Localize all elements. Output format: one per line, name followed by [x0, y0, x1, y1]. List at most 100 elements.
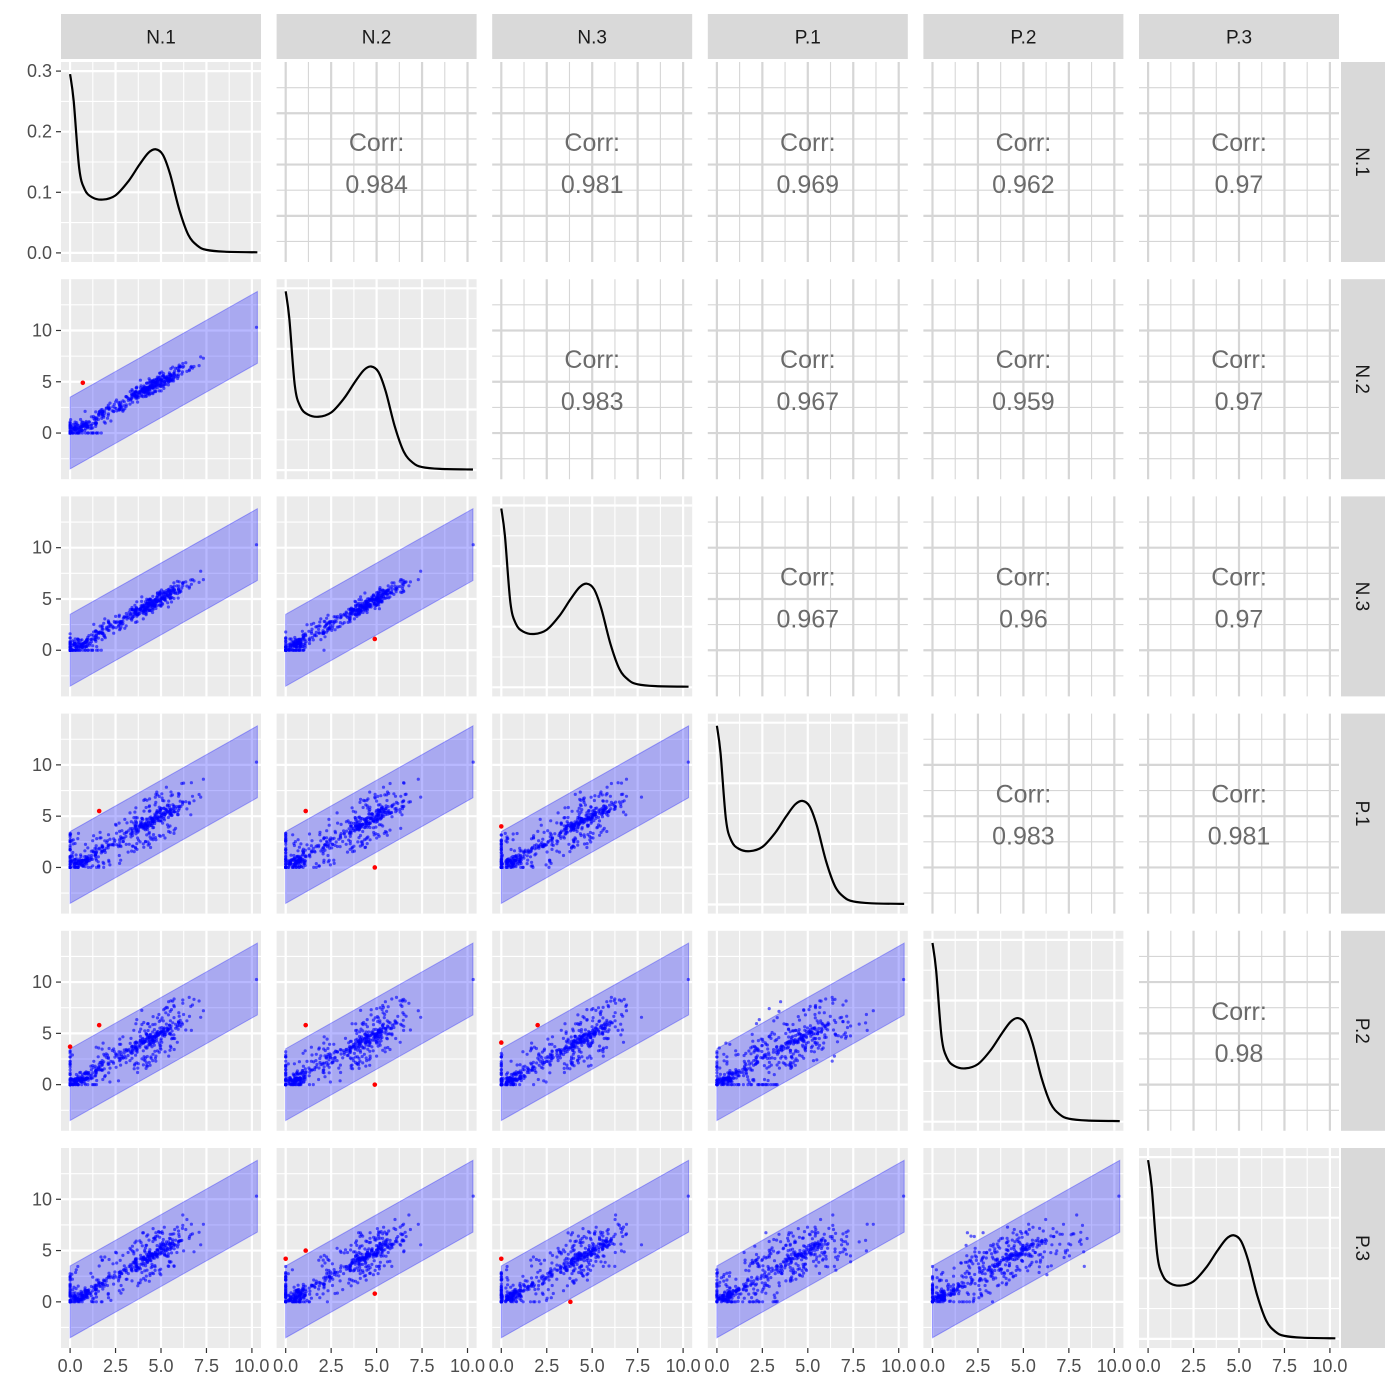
data-point [599, 830, 603, 835]
data-point [347, 838, 351, 842]
data-point [401, 1018, 405, 1022]
data-point [348, 834, 352, 839]
data-point [148, 797, 152, 801]
data-point [567, 842, 571, 846]
data-point [94, 858, 98, 862]
data-point [586, 817, 591, 821]
data-point [399, 590, 403, 594]
strip-right-N.2: N.2 [1341, 279, 1385, 480]
panel-N.3-P.1: Corr:0.967 [707, 496, 908, 697]
data-point [112, 631, 116, 635]
data-point [94, 847, 98, 851]
data-point [180, 802, 185, 806]
data-point [326, 1062, 330, 1066]
data-point [596, 823, 601, 827]
data-point [609, 800, 614, 805]
data-point [167, 799, 171, 803]
data-point [292, 640, 296, 644]
data-point [368, 1063, 372, 1067]
data-point [307, 847, 311, 851]
corr-value: 0.967 [777, 388, 840, 416]
data-point [128, 402, 132, 406]
data-point [68, 632, 72, 636]
data-point [361, 1029, 365, 1033]
data-point [596, 815, 601, 820]
data-point [622, 799, 626, 803]
data-point [377, 599, 381, 603]
data-point [566, 815, 570, 820]
data-point [104, 406, 108, 410]
data-point [144, 613, 148, 617]
data-point [521, 865, 525, 870]
data-point [372, 830, 376, 835]
panel-N.3-P.3: Corr:0.97 [1139, 496, 1339, 697]
data-point [109, 1059, 113, 1063]
data-point [182, 364, 186, 368]
data-point [324, 623, 328, 627]
strip-background [1341, 62, 1385, 262]
data-point [144, 1066, 148, 1070]
corr-value: 0.983 [992, 823, 1055, 851]
data-point [624, 1004, 628, 1009]
data-point [362, 798, 366, 803]
data-point [342, 829, 346, 833]
data-point [365, 610, 369, 615]
data-point [189, 813, 193, 817]
data-point [385, 1024, 390, 1028]
data-point [360, 816, 364, 821]
data-point [139, 386, 143, 390]
strip-background [276, 14, 477, 59]
data-point [378, 803, 382, 807]
data-point [117, 821, 121, 825]
data-point [333, 829, 337, 834]
data-point [296, 1083, 300, 1087]
data-point [107, 628, 111, 633]
corr-value: 0.96 [999, 605, 1048, 633]
data-point [371, 1023, 376, 1027]
data-point [74, 861, 78, 865]
data-point [563, 816, 567, 820]
data-point [515, 831, 519, 836]
data-point [68, 639, 72, 644]
data-point [352, 844, 356, 848]
data-point [70, 648, 74, 652]
data-point [73, 841, 77, 846]
data-point [146, 1022, 150, 1026]
data-point [317, 624, 321, 628]
data-point [143, 1029, 147, 1033]
data-point [284, 842, 288, 847]
data-point [89, 640, 94, 644]
data-point [525, 862, 529, 866]
data-point [303, 855, 307, 859]
strip-background [492, 14, 693, 59]
data-point [364, 1056, 368, 1060]
corr-value: 0.97 [1215, 388, 1264, 416]
data-point [368, 1049, 372, 1053]
data-point [134, 606, 138, 610]
corr-label: Corr: [564, 129, 620, 157]
data-point [311, 638, 315, 642]
data-point [68, 1073, 72, 1077]
data-point [317, 843, 321, 848]
data-point [562, 1070, 567, 1075]
data-point [118, 829, 122, 834]
data-point [327, 1071, 331, 1075]
data-point [546, 840, 550, 845]
data-point [302, 642, 306, 646]
data-point [525, 850, 529, 854]
data-point [357, 828, 361, 832]
data-point [197, 364, 201, 368]
data-point [114, 614, 118, 619]
data-point [68, 840, 72, 844]
data-point [398, 810, 402, 814]
strip-top-P.3: P.3 [1139, 14, 1339, 59]
data-point [94, 1083, 99, 1087]
corr-label: Corr: [780, 129, 836, 157]
data-point [178, 1018, 182, 1022]
outlier-point [80, 380, 86, 386]
data-point [185, 584, 189, 588]
data-point [180, 370, 185, 374]
data-point [338, 1063, 342, 1067]
data-point [339, 1070, 343, 1075]
data-point [106, 620, 111, 624]
